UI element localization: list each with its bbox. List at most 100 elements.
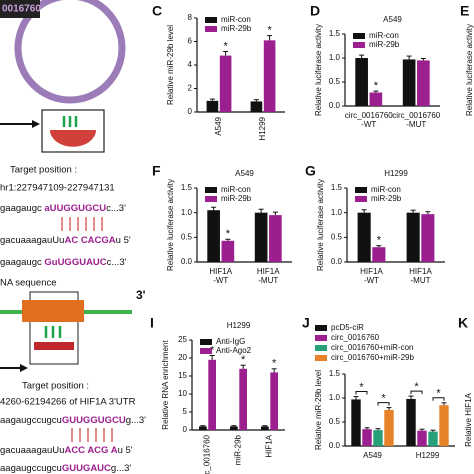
target-title: Target position : bbox=[22, 381, 89, 392]
x-tick-label: circ_0016760 bbox=[392, 111, 441, 120]
legend-label: miR-29b bbox=[371, 194, 402, 203]
y-axis-label: Relative RNA enrichment bbox=[161, 340, 170, 430]
y-tick-label: 5 bbox=[183, 407, 188, 416]
target-coords: hr1:227947109-227947131 bbox=[0, 183, 115, 194]
target-title: Target position : bbox=[10, 165, 77, 176]
bar bbox=[357, 212, 371, 262]
sequence-part: u 5' bbox=[118, 445, 133, 456]
legend-swatch bbox=[315, 355, 327, 361]
legend-swatch bbox=[315, 345, 327, 351]
significance: * bbox=[210, 344, 215, 356]
legend-label: circ_0016760+miR-con bbox=[331, 343, 414, 352]
sequence-part: aagaugccugcu bbox=[0, 415, 62, 426]
legend-label: circ_0016760 bbox=[331, 333, 380, 342]
bar bbox=[250, 101, 263, 112]
x-tick-label: H1299 bbox=[416, 451, 440, 460]
legend-swatch bbox=[355, 187, 367, 193]
y-tick-label: 0.5 bbox=[329, 77, 341, 86]
legend-label: pcD5-ciR bbox=[331, 323, 364, 332]
significance: * bbox=[272, 358, 277, 370]
y-tick-label: 2 bbox=[188, 84, 193, 93]
rna-end: 3' bbox=[136, 288, 146, 302]
bar bbox=[208, 359, 216, 430]
significance: * bbox=[436, 388, 441, 400]
y-tick-label: 0.5 bbox=[181, 232, 193, 241]
bar bbox=[406, 398, 416, 446]
y-tick-label: 1.0 bbox=[331, 208, 343, 217]
y-axis-label: Relative miR-29b level bbox=[166, 25, 175, 105]
panel-label: C bbox=[152, 3, 162, 19]
pairing-ticks bbox=[71, 428, 113, 442]
bar bbox=[355, 58, 368, 106]
legend-swatch bbox=[205, 17, 217, 23]
y-tick-label: 0.0 bbox=[181, 257, 193, 266]
y-tick-label: 1.5 bbox=[329, 369, 341, 378]
sequence-part: ACC ACG A bbox=[64, 445, 117, 456]
bar bbox=[417, 60, 430, 106]
y-axis-label: Relative luciferase activity bbox=[316, 179, 325, 271]
x-tick-label: HIF1A bbox=[409, 267, 432, 276]
y-tick-label: 1.5 bbox=[331, 183, 343, 192]
significance: * bbox=[359, 381, 364, 393]
x-tick-label: A549 bbox=[214, 116, 223, 135]
panel-label: I bbox=[150, 315, 154, 331]
bar bbox=[406, 212, 420, 262]
sequence-part: GUUGAUC bbox=[62, 463, 111, 474]
bar bbox=[402, 59, 416, 106]
panel-label: G bbox=[305, 163, 316, 179]
significance: * bbox=[223, 40, 228, 52]
x-tick-label: HIF1A bbox=[360, 267, 383, 276]
y-tick-label: 10 bbox=[178, 389, 187, 398]
x-tick-label: HIF1A bbox=[257, 267, 280, 276]
bar bbox=[199, 426, 207, 430]
sequence-part: gacuaaagauUu bbox=[0, 445, 64, 456]
legend-label: Anti-Ago2 bbox=[216, 346, 252, 355]
sequence-part: g...3' bbox=[126, 415, 146, 426]
significance: * bbox=[226, 228, 231, 240]
rna-label: NA sequence bbox=[0, 278, 57, 289]
significance: * bbox=[267, 25, 272, 37]
significance: * bbox=[414, 381, 419, 393]
x-tick-label: -MUT bbox=[406, 120, 426, 129]
bar bbox=[230, 426, 238, 430]
mirna-shape bbox=[50, 130, 96, 147]
bar bbox=[207, 210, 220, 262]
y-tick-label: 1.0 bbox=[329, 53, 341, 62]
bar bbox=[428, 431, 438, 446]
legend-label: miR-29b bbox=[221, 24, 252, 33]
legend-swatch bbox=[353, 42, 365, 48]
legend-swatch bbox=[355, 196, 367, 202]
y-tick-label: 20 bbox=[178, 353, 187, 362]
legend-swatch bbox=[200, 339, 212, 345]
chart-title: H1299 bbox=[384, 169, 408, 178]
y-tick-label: 8 bbox=[188, 13, 193, 22]
legend-label: miR-con bbox=[369, 31, 399, 40]
panel-label: K bbox=[458, 315, 468, 331]
x-tick-label: -WT bbox=[364, 276, 379, 285]
bar bbox=[421, 214, 435, 262]
bar bbox=[270, 372, 278, 430]
significance: * bbox=[374, 80, 379, 92]
legend-swatch bbox=[315, 325, 327, 331]
y-axis-label: Relative miR-29b level bbox=[314, 370, 323, 450]
x-tick-label: miR-29b bbox=[234, 434, 243, 465]
legend-swatch bbox=[205, 187, 217, 193]
y-tick-label: 0 bbox=[188, 107, 193, 116]
x-tick-label: -MUT bbox=[411, 276, 431, 285]
bar bbox=[254, 212, 268, 262]
chart-title: H1299 bbox=[227, 321, 251, 330]
binding-ticks bbox=[44, 326, 62, 338]
y-tick-label: 1.5 bbox=[329, 29, 341, 38]
significance-bracket bbox=[432, 397, 445, 401]
x-tick-label: circ_0016760 bbox=[345, 111, 394, 120]
legend-swatch bbox=[200, 348, 212, 354]
sequence-part: u 5' bbox=[116, 235, 131, 246]
y-axis-label: Relative luciferase activity bbox=[314, 24, 323, 116]
significance: * bbox=[381, 393, 386, 405]
x-tick-label: H1299 bbox=[258, 116, 267, 140]
binding-box bbox=[29, 291, 79, 365]
bar bbox=[219, 55, 232, 112]
sequence-part: c...3' bbox=[106, 203, 126, 214]
bar bbox=[372, 247, 386, 262]
